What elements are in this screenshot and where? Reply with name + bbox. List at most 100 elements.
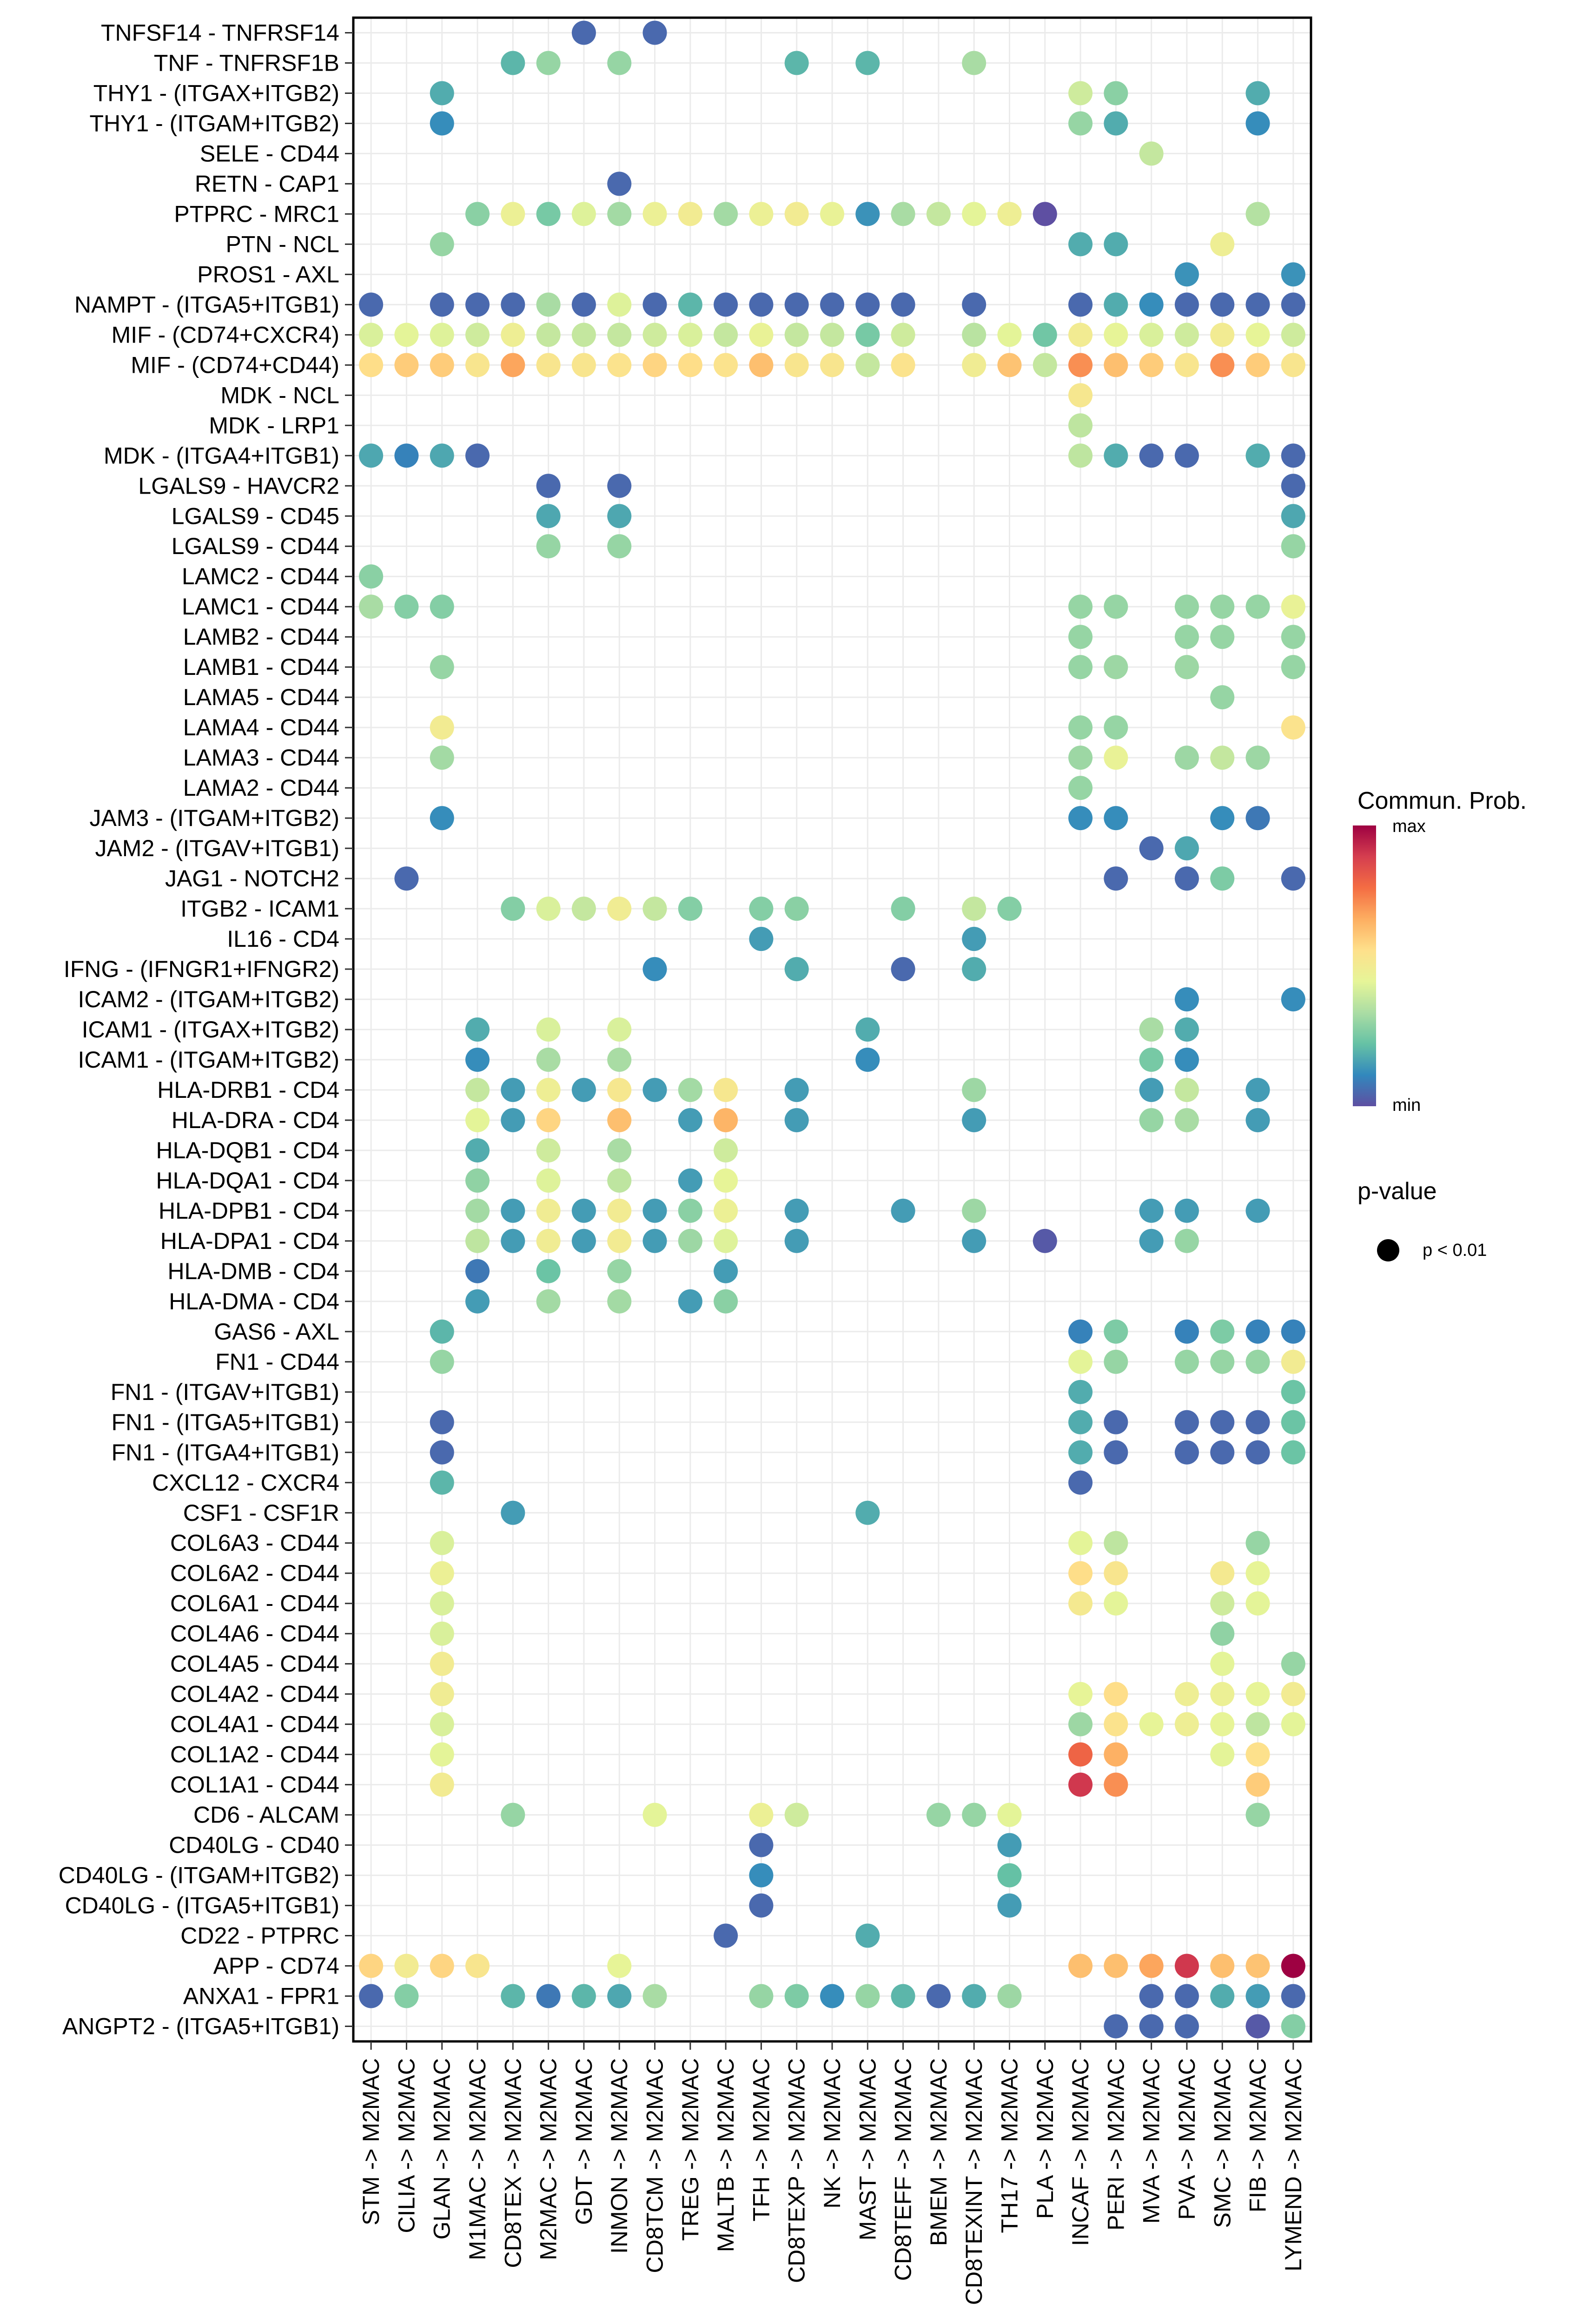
data-point — [1104, 746, 1128, 770]
data-point — [394, 866, 419, 891]
data-point — [536, 474, 561, 498]
data-point — [1245, 1954, 1270, 1978]
data-point — [465, 202, 490, 226]
data-point — [820, 353, 844, 377]
data-point — [1104, 111, 1128, 136]
data-point — [1245, 1108, 1270, 1132]
data-point — [1245, 111, 1270, 136]
data-point — [430, 655, 454, 680]
data-point — [714, 1259, 738, 1283]
data-point — [607, 1289, 632, 1314]
data-point — [607, 1198, 632, 1223]
data-point — [1068, 323, 1093, 347]
data-point — [1104, 1682, 1128, 1706]
y-tick-label: HLA-DPA1 - CD4 — [160, 1228, 339, 1254]
data-point — [465, 1138, 490, 1162]
data-point — [962, 1802, 986, 1827]
data-point — [1068, 1591, 1093, 1616]
data-point — [678, 323, 702, 347]
data-point — [501, 1198, 525, 1223]
data-point — [784, 1108, 809, 1132]
x-tick-label: NK -> M2MAC — [819, 2058, 845, 2209]
data-point — [607, 202, 632, 226]
data-point — [1068, 1349, 1093, 1374]
x-tick-label: MVA -> M2MAC — [1139, 2058, 1165, 2224]
data-point — [962, 51, 986, 75]
data-point — [430, 111, 454, 136]
data-point — [536, 1047, 561, 1072]
data-point — [394, 1954, 419, 1978]
data-point — [1281, 504, 1305, 528]
data-point — [536, 1259, 561, 1283]
colorbar-min-label: min — [1392, 1096, 1421, 1115]
data-point — [1245, 1802, 1270, 1827]
data-point — [536, 1228, 561, 1253]
data-point — [465, 1228, 490, 1253]
data-point — [714, 1077, 738, 1102]
data-point — [359, 594, 384, 619]
data-point — [1174, 1017, 1199, 1042]
y-tick-label: CXCL12 - CXCR4 — [152, 1470, 339, 1496]
data-point — [749, 292, 774, 317]
data-point — [1033, 1228, 1057, 1253]
data-point — [465, 1168, 490, 1193]
data-point — [1245, 2014, 1270, 2039]
y-tick-label: JAG1 - NOTCH2 — [165, 865, 339, 891]
data-point — [501, 1802, 525, 1827]
grid-lines — [353, 18, 1311, 2041]
data-point — [607, 353, 632, 377]
data-point — [430, 594, 454, 619]
data-point — [642, 323, 667, 347]
data-point — [607, 323, 632, 347]
data-point — [1068, 1742, 1093, 1767]
data-point — [1210, 1561, 1235, 1585]
data-point — [430, 232, 454, 257]
data-point — [962, 1108, 986, 1132]
data-point — [394, 353, 419, 377]
data-point — [1281, 987, 1305, 1012]
data-point — [536, 202, 561, 226]
data-point — [465, 1017, 490, 1042]
data-point — [430, 806, 454, 831]
data-point — [642, 1802, 667, 1827]
data-point — [1281, 443, 1305, 468]
data-point — [607, 534, 632, 559]
y-tick-label: SELE - CD44 — [200, 140, 339, 166]
data-point — [1210, 1621, 1235, 1646]
data-point — [501, 353, 525, 377]
data-point — [1104, 1561, 1128, 1585]
data-point — [1104, 292, 1128, 317]
y-tick-label: LAMC1 - CD44 — [182, 594, 339, 620]
data-point — [1174, 1108, 1199, 1132]
data-point — [501, 323, 525, 347]
data-point — [855, 1047, 880, 1072]
data-point — [1104, 655, 1128, 680]
data-point — [430, 1591, 454, 1616]
data-point — [749, 1984, 774, 2008]
x-tick-label: CD8TEXINT -> M2MAC — [961, 2058, 987, 2305]
y-tick-label: COL1A2 - CD44 — [170, 1742, 339, 1768]
data-point — [1174, 2014, 1199, 2039]
data-point — [1104, 715, 1128, 740]
data-point — [1139, 1712, 1164, 1736]
data-point — [1245, 1440, 1270, 1465]
y-tick-label: JAM3 - (ITGAM+ITGB2) — [89, 805, 339, 831]
data-point — [501, 1077, 525, 1102]
data-point — [1281, 625, 1305, 649]
data-point — [1174, 1410, 1199, 1434]
data-point — [394, 443, 419, 468]
data-point — [1068, 746, 1093, 770]
data-point — [1068, 111, 1093, 136]
x-tick-label: PERI -> M2MAC — [1103, 2058, 1129, 2231]
data-point — [1174, 1349, 1199, 1374]
data-point — [1210, 625, 1235, 649]
data-point — [1210, 353, 1235, 377]
y-tick-label: PTPRC - MRC1 — [174, 201, 339, 227]
x-tick-label: STM -> M2MAC — [358, 2058, 384, 2225]
data-point — [1174, 353, 1199, 377]
data-point — [784, 292, 809, 317]
data-point — [714, 202, 738, 226]
data-point — [430, 715, 454, 740]
data-point — [962, 897, 986, 921]
data-point — [784, 957, 809, 982]
